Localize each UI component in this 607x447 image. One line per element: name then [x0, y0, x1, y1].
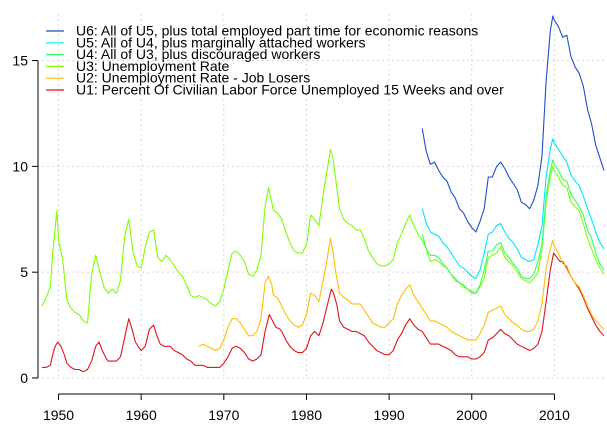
y-tick-labels: 0 5 10 15 — [12, 53, 38, 386]
legend: U6: All of U5, plus total employed part … — [46, 23, 504, 98]
legend-label: U4: All of U3, plus discouraged workers — [76, 46, 320, 62]
y-tick-label: 15 — [12, 53, 28, 69]
series-line-u4 — [421, 159, 605, 294]
y-tick-label: 5 — [20, 264, 28, 280]
x-tick-label: 1990 — [374, 407, 405, 423]
series-line-u5 — [421, 138, 605, 280]
x-tick-label: 1950 — [43, 407, 74, 423]
series-line-u3 — [41, 148, 605, 324]
series-lines — [41, 15, 605, 373]
x-tick-label: 2010 — [539, 407, 570, 423]
legend-label: U5: All of U4, plus marginally attached … — [76, 34, 365, 50]
x-tick-labels: 1950 1960 1970 1980 1990 2000 2010 — [43, 394, 570, 423]
x-tick-label: 1980 — [291, 407, 322, 423]
series-line-u1 — [42, 252, 605, 373]
y-tick-label: 0 — [20, 370, 28, 386]
legend-label: U2: Unemployment Rate - Job Losers — [76, 70, 310, 86]
series-line-u6 — [421, 15, 605, 233]
legend-label: U6: All of U5, plus total employed part … — [76, 23, 478, 39]
axes — [37, 60, 555, 395]
x-tick-label: 1960 — [126, 407, 157, 423]
y-tick-label: 10 — [12, 158, 28, 174]
legend-label: U1: Percent Of Civilian Labor Force Unem… — [76, 82, 504, 98]
grid-lines — [42, 14, 604, 379]
x-tick-label: 1970 — [208, 407, 239, 423]
series-line-u2 — [198, 237, 605, 352]
legend-label: U3: Unemployment Rate — [76, 58, 230, 74]
x-tick-label: 2000 — [456, 407, 487, 423]
